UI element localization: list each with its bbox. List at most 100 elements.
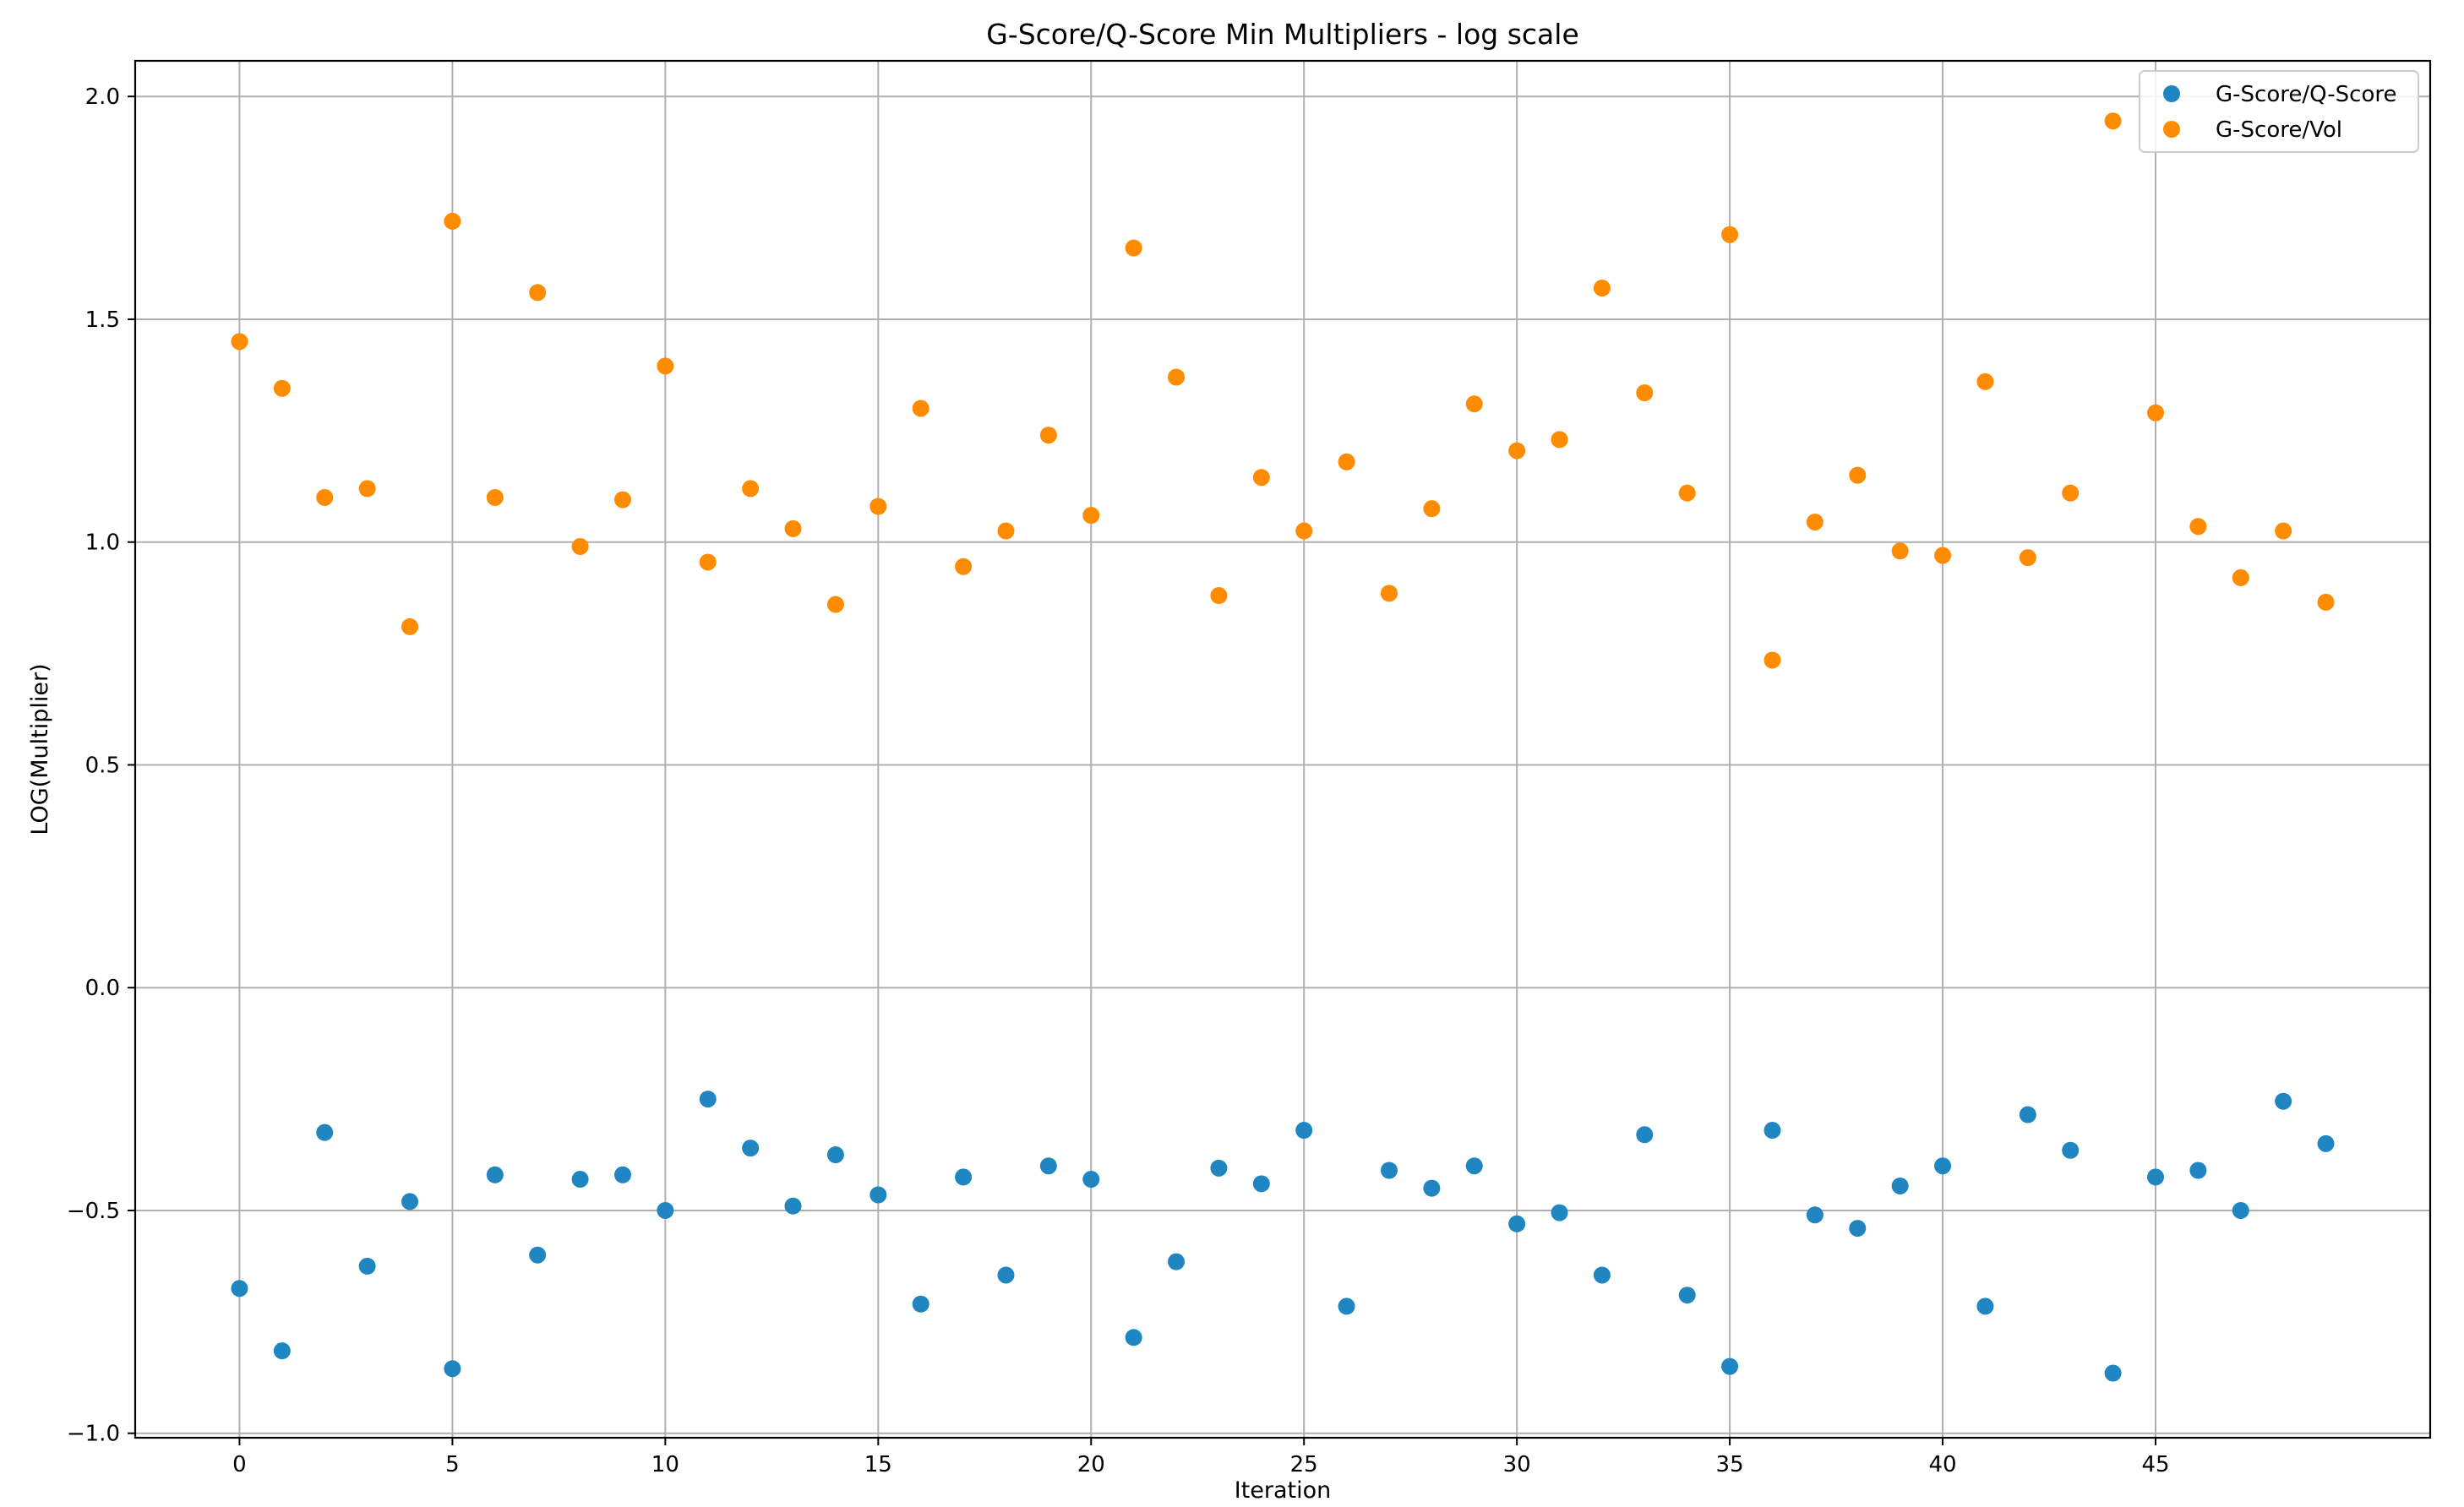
point-g-score-vol bbox=[1465, 395, 1483, 413]
point-g-score-vol bbox=[1039, 427, 1057, 444]
point-g-score-vol bbox=[826, 596, 844, 613]
point-g-score-q-score bbox=[571, 1171, 589, 1189]
point-g-score-vol bbox=[2062, 484, 2080, 502]
x-tick-label: 30 bbox=[1503, 1452, 1531, 1477]
y-axis-label: LOG(Multiplier) bbox=[27, 663, 53, 835]
legend-box bbox=[2139, 70, 2419, 153]
point-g-score-q-score bbox=[1082, 1171, 1100, 1189]
x-tick-label: 40 bbox=[1928, 1452, 1956, 1477]
point-g-score-q-score bbox=[1976, 1298, 1994, 1315]
y-tick-label: 0.0 bbox=[85, 976, 120, 1001]
point-g-score-q-score bbox=[2232, 1201, 2249, 1219]
point-g-score-q-score bbox=[869, 1186, 887, 1204]
x-tick-label: 20 bbox=[1077, 1452, 1105, 1477]
point-g-score-q-score bbox=[826, 1146, 844, 1164]
point-g-score-vol bbox=[2104, 112, 2122, 130]
point-g-score-vol bbox=[1849, 466, 1867, 484]
point-g-score-q-score bbox=[401, 1193, 419, 1210]
x-tick-label: 15 bbox=[864, 1452, 892, 1477]
chart-title: G-Score/Q-Score Min Multipliers - log sc… bbox=[986, 18, 1579, 51]
point-g-score-q-score bbox=[997, 1266, 1015, 1284]
point-g-score-vol bbox=[1338, 453, 1355, 471]
point-g-score-q-score bbox=[1891, 1177, 1909, 1194]
point-g-score-vol bbox=[401, 617, 419, 635]
point-g-score-vol bbox=[1891, 542, 1909, 560]
point-g-score-q-score bbox=[955, 1168, 973, 1186]
point-g-score-q-score bbox=[1508, 1215, 1526, 1232]
point-g-score-vol bbox=[1082, 507, 1100, 525]
point-g-score-vol bbox=[1593, 280, 1611, 297]
point-g-score-vol bbox=[742, 480, 760, 498]
point-g-score-vol bbox=[1636, 384, 1654, 401]
point-g-score-q-score bbox=[1125, 1329, 1142, 1347]
point-g-score-vol bbox=[1934, 547, 1952, 564]
x-tick-label: 10 bbox=[651, 1452, 679, 1477]
x-tick-label: 25 bbox=[1290, 1452, 1318, 1477]
legend: G-Score/Q-Score G-Score/Vol bbox=[2139, 70, 2419, 153]
point-g-score-q-score bbox=[2104, 1364, 2122, 1382]
point-g-score-q-score bbox=[742, 1140, 760, 1157]
legend-label-g-score-vol: G-Score/Vol bbox=[2216, 117, 2342, 143]
point-g-score-q-score bbox=[2317, 1134, 2335, 1152]
point-g-score-vol bbox=[955, 558, 973, 575]
point-g-score-vol bbox=[1678, 484, 1696, 502]
point-g-score-vol bbox=[2189, 518, 2207, 536]
point-g-score-vol bbox=[613, 491, 631, 509]
point-g-score-q-score bbox=[1252, 1175, 1270, 1193]
point-g-score-q-score bbox=[2062, 1141, 2080, 1159]
point-g-score-vol bbox=[1168, 368, 1186, 386]
legend-marker-g-score-q-score bbox=[2163, 85, 2180, 102]
point-g-score-vol bbox=[1380, 585, 1398, 602]
point-g-score-vol bbox=[444, 212, 461, 230]
point-g-score-vol bbox=[1551, 431, 1568, 449]
point-g-score-vol bbox=[2146, 404, 2164, 422]
data-points bbox=[231, 112, 2335, 1382]
point-g-score-q-score bbox=[231, 1280, 248, 1298]
legend-label-g-score-q-score: G-Score/Q-Score bbox=[2216, 82, 2397, 107]
y-tick-label: 2.0 bbox=[85, 84, 120, 110]
point-g-score-vol bbox=[486, 488, 504, 506]
point-g-score-q-score bbox=[529, 1246, 547, 1264]
point-g-score-q-score bbox=[316, 1123, 334, 1141]
point-g-score-q-score bbox=[1039, 1157, 1057, 1175]
point-g-score-q-score bbox=[1423, 1179, 1441, 1197]
point-g-score-q-score bbox=[1338, 1298, 1355, 1315]
point-g-score-vol bbox=[1508, 442, 1526, 460]
y-tick-label: 1.5 bbox=[85, 307, 120, 333]
point-g-score-vol bbox=[529, 284, 547, 302]
point-g-score-vol bbox=[2019, 549, 2036, 567]
axis-ticks: 0 5 10 15 20 25 30 35 40 45 −1.0 −0.5 0.0 0.5 1.0 1.5 2.… bbox=[67, 84, 2170, 1477]
point-g-score-q-score bbox=[1465, 1157, 1483, 1175]
point-g-score-vol bbox=[657, 357, 674, 375]
y-tick-label: 1.0 bbox=[85, 530, 120, 556]
point-g-score-vol bbox=[358, 480, 376, 498]
point-g-score-q-score bbox=[784, 1197, 802, 1215]
y-tick-label: −0.5 bbox=[67, 1199, 120, 1224]
legend-marker-g-score-vol bbox=[2163, 121, 2180, 138]
point-g-score-q-score bbox=[1806, 1206, 1823, 1224]
point-g-score-vol bbox=[1210, 587, 1228, 605]
point-g-score-vol bbox=[1125, 239, 1142, 257]
point-g-score-vol bbox=[1721, 226, 1739, 243]
point-g-score-q-score bbox=[1636, 1126, 1654, 1144]
point-g-score-vol bbox=[1806, 513, 1823, 530]
point-g-score-vol bbox=[2232, 569, 2249, 586]
point-g-score-q-score bbox=[2146, 1168, 2164, 1186]
x-tick-label: 45 bbox=[2141, 1452, 2169, 1477]
x-tick-label: 35 bbox=[1716, 1452, 1744, 1477]
point-g-score-q-score bbox=[613, 1166, 631, 1183]
y-tick-label: 0.5 bbox=[85, 753, 120, 778]
point-g-score-q-score bbox=[657, 1201, 674, 1219]
point-g-score-q-score bbox=[1210, 1159, 1228, 1177]
y-tick-label: −1.0 bbox=[67, 1422, 120, 1447]
plot-frame bbox=[134, 59, 2432, 1439]
point-g-score-q-score bbox=[444, 1360, 461, 1378]
point-g-score-q-score bbox=[1295, 1122, 1313, 1140]
point-g-score-q-score bbox=[1551, 1204, 1568, 1221]
point-g-score-vol bbox=[784, 520, 802, 537]
point-g-score-q-score bbox=[2275, 1092, 2292, 1110]
point-g-score-q-score bbox=[1678, 1287, 1696, 1304]
point-g-score-vol bbox=[231, 333, 248, 351]
point-g-score-q-score bbox=[1934, 1157, 1952, 1175]
